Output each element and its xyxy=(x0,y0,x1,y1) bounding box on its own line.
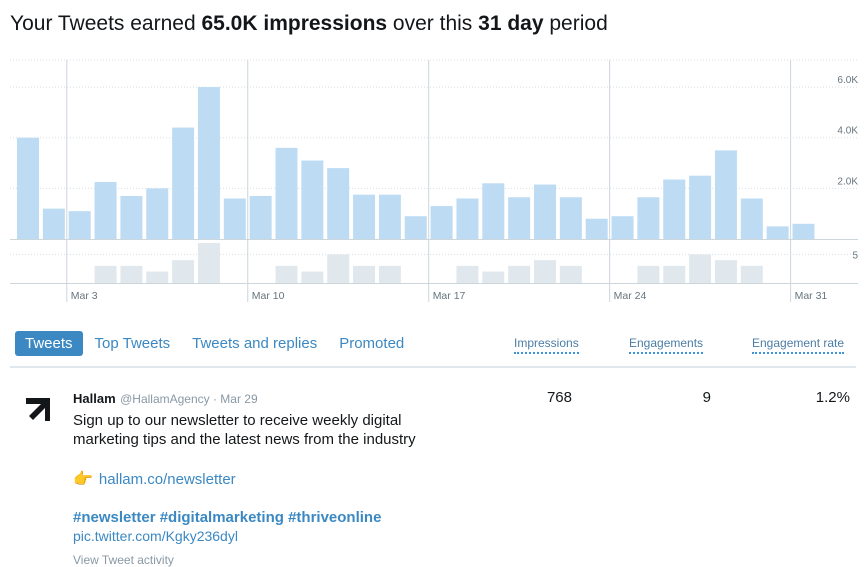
impressions-bar xyxy=(223,198,246,239)
x-tick-label: Mar 24 xyxy=(614,290,647,302)
engagements-bar xyxy=(94,265,117,283)
engagements-bar xyxy=(663,265,686,283)
engagements-bar xyxy=(197,243,220,283)
engagements-bar xyxy=(353,265,376,283)
engagements-bar xyxy=(456,265,479,283)
impressions-bar xyxy=(714,150,737,239)
impressions-bar xyxy=(68,211,91,239)
engagements-bar xyxy=(508,265,531,283)
impressions-bar xyxy=(42,208,65,239)
engagements-bar xyxy=(714,260,737,283)
pointing-hand-icon: 👉 xyxy=(73,471,93,488)
engagements-bar xyxy=(120,265,143,283)
impressions-bar xyxy=(766,226,789,239)
impressions-bar xyxy=(275,147,298,239)
tweet-impressions-value: 768 xyxy=(546,389,572,406)
table-divider xyxy=(10,366,856,368)
engagements-bar xyxy=(482,271,505,283)
headline-impressions: 65.0K impressions xyxy=(201,12,388,35)
impressions-bar xyxy=(172,127,195,239)
x-tick-label: Mar 3 xyxy=(71,290,98,302)
engagements-bar xyxy=(378,265,401,283)
engagements-bar xyxy=(637,265,660,283)
impressions-bar xyxy=(663,179,686,239)
tweet-engagements-value: 9 xyxy=(702,389,711,406)
impressions-bar xyxy=(378,194,401,239)
engagements-bar xyxy=(146,271,169,283)
page-headline: Your Tweets earned 65.0K impressions ove… xyxy=(10,12,608,36)
impressions-bar xyxy=(327,168,350,239)
impressions-bar xyxy=(792,223,815,239)
impressions-bar xyxy=(301,160,324,239)
impressions-bar xyxy=(17,137,39,239)
impressions-bar xyxy=(740,198,763,239)
tweet-author[interactable]: Hallam xyxy=(73,391,116,406)
impressions-bar xyxy=(456,198,479,239)
tab-promoted[interactable]: Promoted xyxy=(339,334,405,352)
engagements-bar xyxy=(327,254,350,283)
impressions-chart: 2.0K 4.0K 6.0K 5 Mar 3 Mar 10 Mar 17 Mar 24 Mar … xyxy=(10,59,858,302)
impressions-bar xyxy=(534,184,556,239)
impressions-bar xyxy=(689,175,712,239)
headline-period: 31 day xyxy=(478,12,544,35)
impressions-bar xyxy=(94,182,117,239)
impressions-tick-label: 4.0K xyxy=(837,126,858,137)
impressions-bar xyxy=(559,197,582,239)
tab-tweets-and-replies[interactable]: Tweets and replies xyxy=(192,334,318,352)
engagements-bar xyxy=(559,265,582,283)
hallam-logo-icon[interactable] xyxy=(24,394,54,424)
impressions-bar xyxy=(197,87,220,239)
tweet-text: Sign up to our newsletter to receive wee… xyxy=(73,412,416,448)
tweet-hashtags[interactable]: #newsletter #digitalmarketing #thriveonl… xyxy=(73,509,382,526)
headline-prefix: Your Tweets earned xyxy=(10,12,196,35)
engagements-bar xyxy=(301,271,324,283)
impressions-bar xyxy=(611,216,634,239)
impressions-bar xyxy=(585,218,608,239)
impressions-bar xyxy=(430,206,453,239)
engagements-bar xyxy=(689,254,712,283)
x-tick-label: Mar 10 xyxy=(252,290,285,302)
impressions-tick-label: 2.0K xyxy=(837,176,858,187)
column-impressions[interactable]: Impressions xyxy=(514,336,579,354)
impressions-tick-label: 6.0K xyxy=(837,75,858,86)
impressions-bar xyxy=(146,188,169,239)
view-tweet-activity-link[interactable]: View Tweet activity xyxy=(73,553,174,567)
impressions-bar xyxy=(637,197,660,239)
headline-suffix: period xyxy=(549,12,608,35)
impressions-bar xyxy=(404,216,427,239)
tweet-pic-link[interactable]: pic.twitter.com/Kgky236dyl xyxy=(73,528,238,544)
x-tick-label: Mar 17 xyxy=(433,290,466,302)
impressions-bar xyxy=(353,194,376,239)
column-engagements[interactable]: Engagements xyxy=(629,336,704,354)
column-engagement-rate[interactable]: Engagement rate xyxy=(752,336,845,354)
tweet-handle[interactable]: @HallamAgency · Mar 29 xyxy=(120,392,258,406)
tweet-engagement-rate-value: 1.2% xyxy=(815,389,850,406)
tab-top-tweets[interactable]: Top Tweets xyxy=(94,334,171,352)
engagements-bar xyxy=(534,260,556,283)
tab-tweets[interactable]: Tweets xyxy=(15,330,83,356)
engagements-bar xyxy=(740,265,763,283)
engagements-bar xyxy=(275,265,298,283)
engagements-bar xyxy=(172,260,195,283)
impressions-bar xyxy=(249,195,272,239)
tweet-link[interactable]: hallam.co/newsletter xyxy=(98,470,236,488)
x-tick-label: Mar 31 xyxy=(795,290,828,302)
impressions-bar xyxy=(508,197,531,239)
impressions-bar xyxy=(482,183,505,239)
tweet-row: Hallam @HallamAgency · Mar 29 Sign up to… xyxy=(73,390,433,567)
tweet-tabs: Tweets Top Tweets Tweets and replies Pro… xyxy=(15,330,426,356)
impressions-bar xyxy=(120,195,143,239)
headline-middle: over this xyxy=(392,12,473,35)
engagements-tick-label: 5 xyxy=(852,250,858,261)
